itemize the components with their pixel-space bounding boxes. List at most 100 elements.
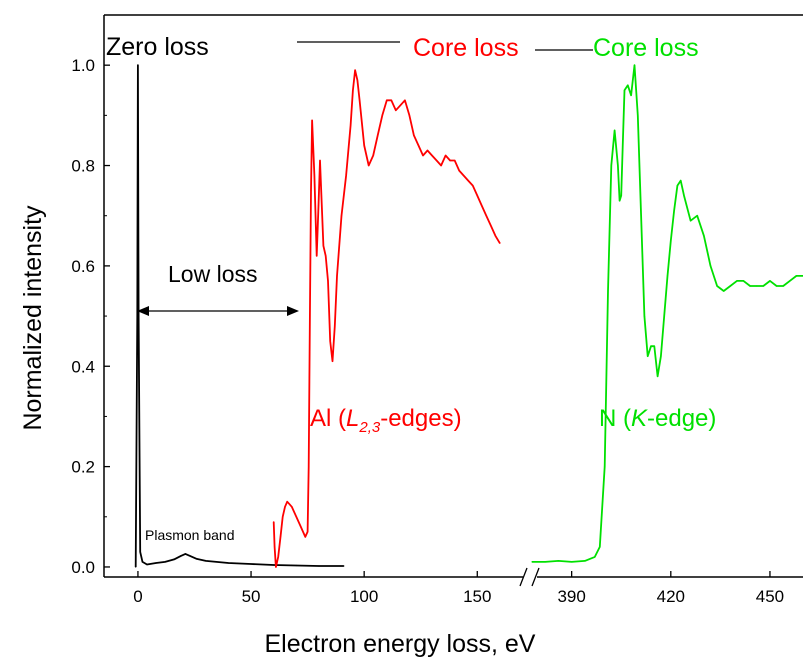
data-point — [499, 242, 501, 244]
y-tick-label: 0.8 — [71, 157, 95, 176]
data-point — [709, 265, 712, 267]
data-point — [673, 210, 675, 212]
y-tick-label: 0.4 — [71, 357, 95, 376]
data-point — [599, 546, 601, 548]
data-point — [319, 159, 321, 162]
data-point — [449, 159, 451, 162]
data-point — [619, 200, 621, 202]
data-point — [395, 109, 397, 111]
low-loss-label: Low loss — [168, 261, 257, 287]
data-point — [454, 159, 456, 162]
data-point — [643, 315, 646, 317]
core-loss-label-green: Core loss — [593, 34, 699, 62]
axis-break-mark — [531, 567, 540, 587]
data-point — [690, 220, 692, 222]
ticks-layer: 0.0 0.2 0.4 0.6 0.8 1.0 0 50 100 150 390 420 450 — [71, 56, 784, 606]
data-point — [610, 164, 612, 167]
al-edge-label: Al (L2,3-edges) — [310, 405, 462, 436]
data-point — [620, 195, 622, 197]
data-point — [404, 99, 406, 101]
data-point — [789, 280, 791, 282]
data-point — [736, 280, 738, 282]
data-point — [795, 275, 798, 277]
data-point — [408, 114, 410, 116]
data-point — [458, 170, 460, 172]
data-point — [417, 144, 420, 147]
data-point — [604, 466, 606, 468]
data-point — [756, 285, 758, 287]
data-point — [660, 355, 662, 357]
data-point — [279, 536, 282, 538]
plot-frame — [103, 14, 803, 587]
data-point — [413, 134, 415, 136]
data-point — [623, 89, 626, 91]
data-point — [622, 139, 624, 141]
data-point — [146, 563, 148, 566]
data-point — [359, 99, 361, 101]
data-point — [467, 180, 469, 182]
data-point — [291, 506, 293, 508]
data-point — [325, 255, 327, 257]
data-point — [490, 225, 492, 227]
x-tick-label: 100 — [350, 587, 378, 606]
data-point — [318, 565, 320, 567]
data-point — [250, 563, 252, 565]
data-point — [309, 315, 311, 317]
data-point — [436, 159, 438, 162]
data-point — [311, 119, 313, 121]
data-point — [295, 564, 297, 567]
data-point — [164, 561, 166, 563]
data-point — [617, 164, 619, 167]
data-point — [139, 551, 141, 553]
series-layer — [134, 64, 803, 568]
x-tick-label: 150 — [463, 587, 491, 606]
data-point — [189, 555, 191, 557]
data-point — [633, 64, 636, 66]
data-point — [627, 84, 629, 86]
data-point — [647, 355, 649, 357]
data-point — [274, 546, 276, 548]
data-point — [557, 560, 560, 562]
data-point — [350, 124, 352, 126]
data-point — [640, 215, 642, 217]
data-point — [317, 205, 320, 207]
y-tick-label: 1.0 — [71, 56, 95, 75]
data-point — [304, 536, 306, 538]
plasmon-band-label: Plasmon band — [145, 527, 235, 543]
low-loss-arrow-right-head — [287, 306, 299, 316]
data-point — [313, 175, 315, 177]
data-point — [399, 104, 401, 106]
data-point — [431, 154, 433, 157]
data-point — [356, 79, 358, 81]
data-point — [377, 134, 379, 136]
data-point — [372, 154, 374, 157]
data-point — [334, 325, 336, 327]
n-edge-series-line — [532, 64, 803, 563]
data-point — [275, 566, 277, 568]
x-tick-label: 450 — [756, 587, 784, 606]
data-point — [343, 565, 345, 567]
x-axis-title: Electron energy loss, eV — [265, 630, 536, 658]
data-point — [723, 290, 725, 292]
y-tick-label: 0.0 — [71, 558, 95, 577]
data-point — [663, 315, 665, 317]
data-point — [137, 64, 139, 66]
data-point — [340, 215, 343, 217]
data-point — [345, 175, 347, 177]
data-point — [386, 99, 388, 101]
data-point — [494, 235, 496, 237]
data-point — [205, 560, 207, 562]
data-point — [196, 558, 198, 560]
data-point — [776, 285, 778, 287]
data-point — [295, 516, 297, 518]
data-point — [322, 245, 324, 247]
data-point — [282, 516, 284, 518]
data-point — [329, 340, 331, 342]
data-point — [155, 562, 157, 564]
data-point — [316, 255, 318, 257]
data-point — [136, 315, 138, 317]
data-point — [762, 285, 764, 287]
data-point — [300, 526, 302, 528]
data-point — [680, 180, 682, 182]
